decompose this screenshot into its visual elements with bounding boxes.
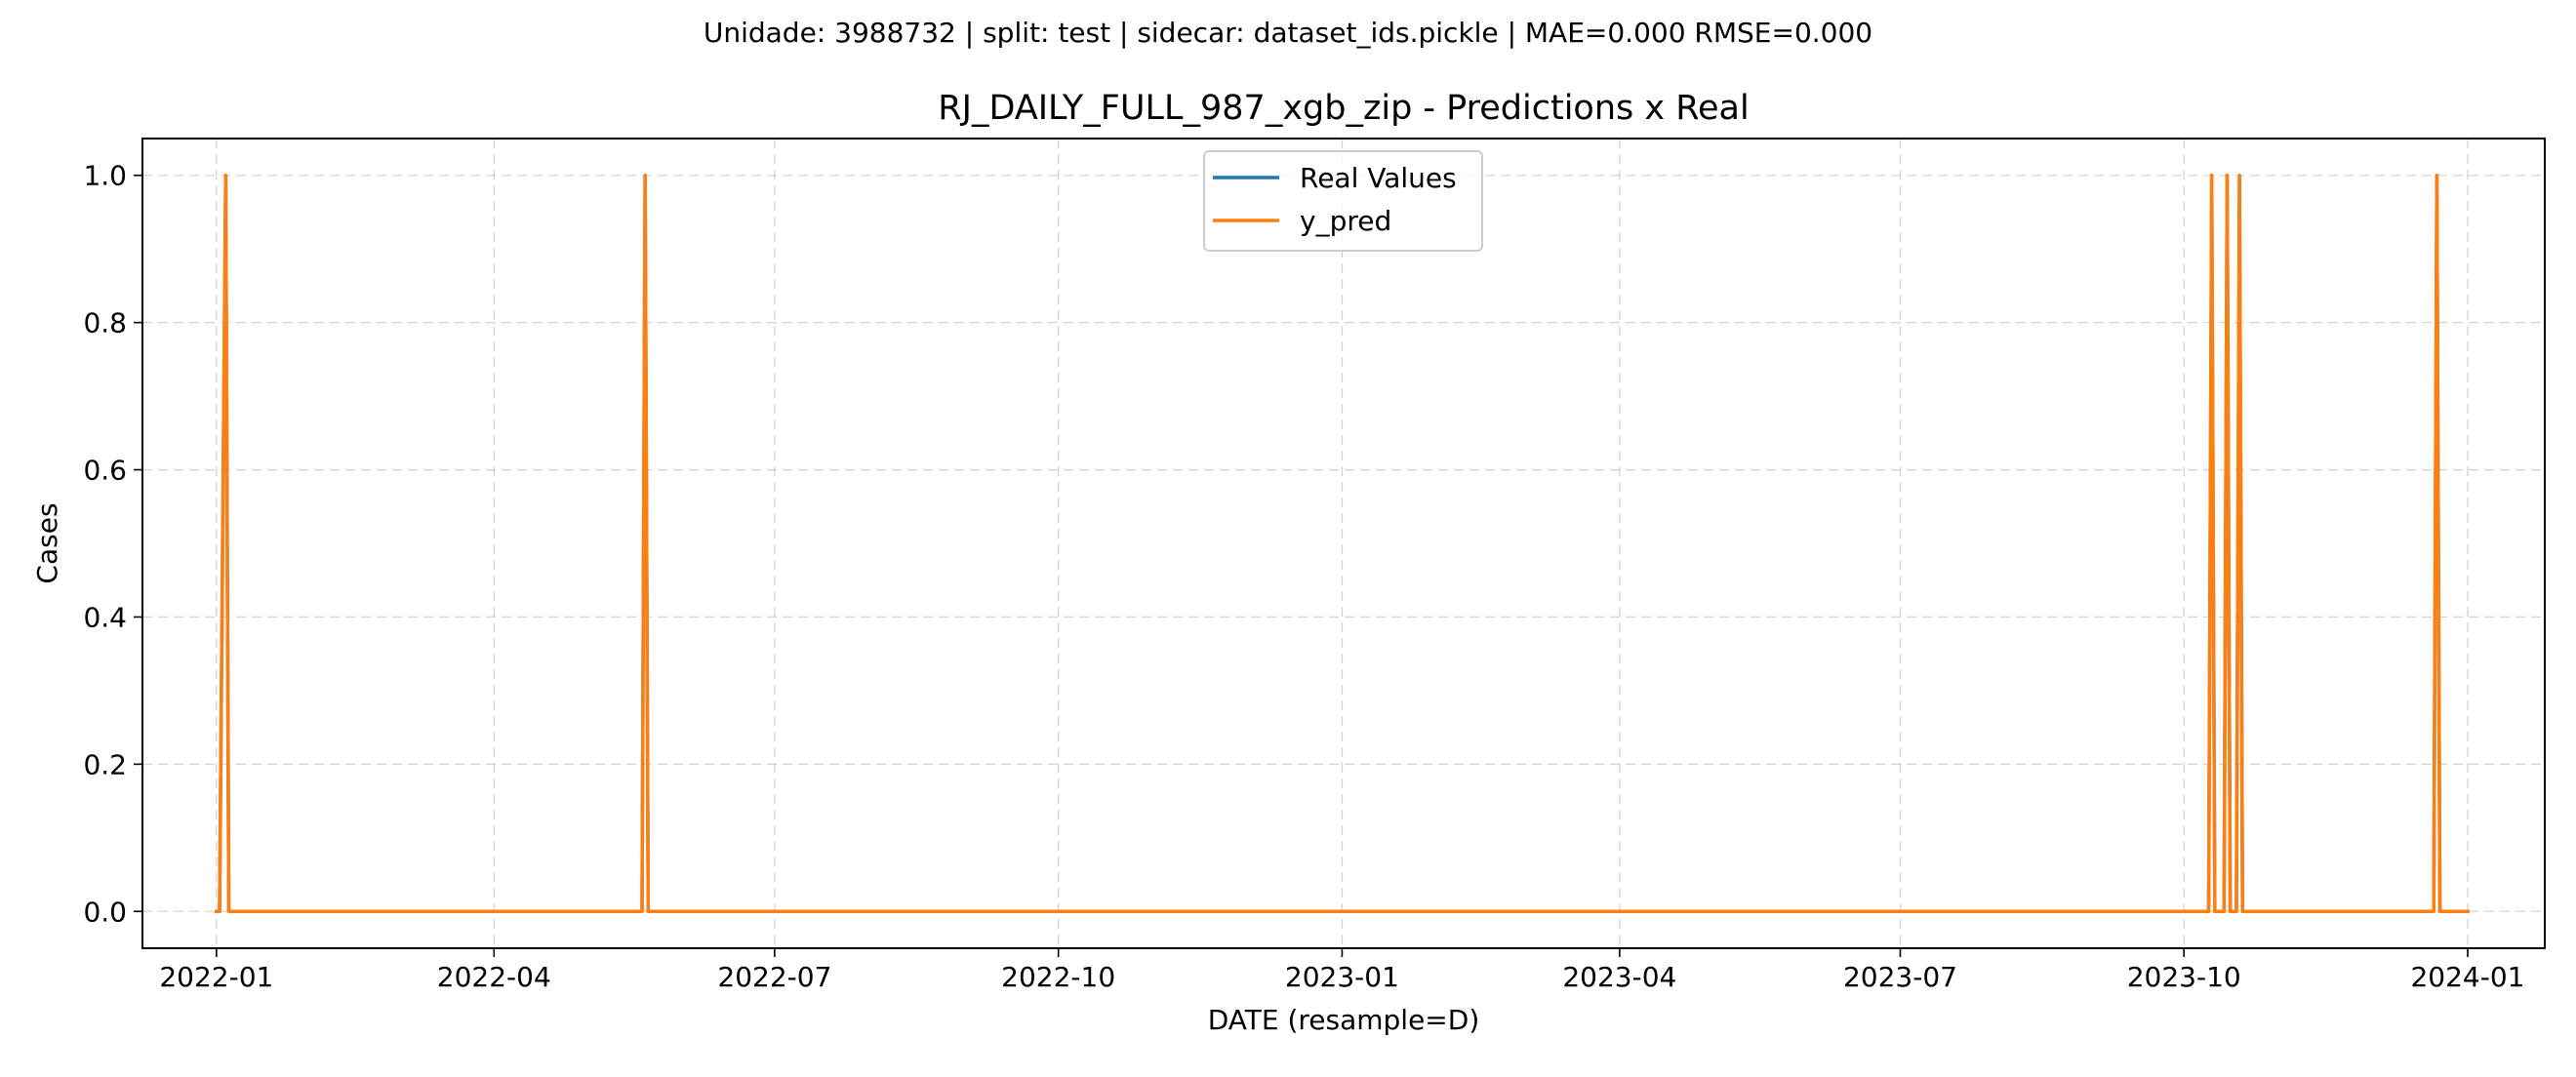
plot-area-frame [141,138,2546,949]
y-tick-label: 0.6 [83,455,127,487]
y-axis-label: Cases [31,502,63,583]
y-tick-label: 0.4 [83,601,127,633]
x-tick-label: 2022-07 [717,961,831,993]
x-tick-label: 2023-04 [1562,961,1676,993]
x-tick-label: 2022-10 [1001,961,1115,993]
x-tick-label: 2023-07 [1843,961,1957,993]
chart-legend: Real Values y_pred [1203,150,1483,252]
x-tick-label: 2023-10 [2127,961,2241,993]
legend-label-y-pred: y_pred [1300,205,1391,237]
x-tick-label: 2024-01 [2410,961,2524,993]
legend-label-real-values: Real Values [1300,162,1457,194]
x-tick-label: 2022-04 [437,961,551,993]
y-axis: 0.0 0.2 0.4 0.6 0.8 1.0 [83,160,142,928]
y-tick-label: 0.8 [83,307,127,339]
series-line-1 [215,173,2470,914]
y-tick-label: 0.0 [83,896,127,928]
y-tick-label: 1.0 [83,160,127,192]
figure-suptitle: Unidade: 3988732 | split: test | sidecar… [704,17,1872,49]
x-tick-label: 2023-01 [1285,961,1399,993]
y-tick-label: 0.2 [83,748,127,780]
chart-title: RJ_DAILY_FULL_987_xgb_zip - Predictions … [938,89,1749,128]
grid-lines [142,139,2545,948]
x-axis-label: DATE (resample=D) [1208,1004,1480,1036]
x-axis: 2022-01 2022-04 2022-07 2022-10 2023-01 2023-… [159,948,2524,993]
x-tick-label: 2022-01 [159,961,273,993]
series-lines [215,173,2470,914]
